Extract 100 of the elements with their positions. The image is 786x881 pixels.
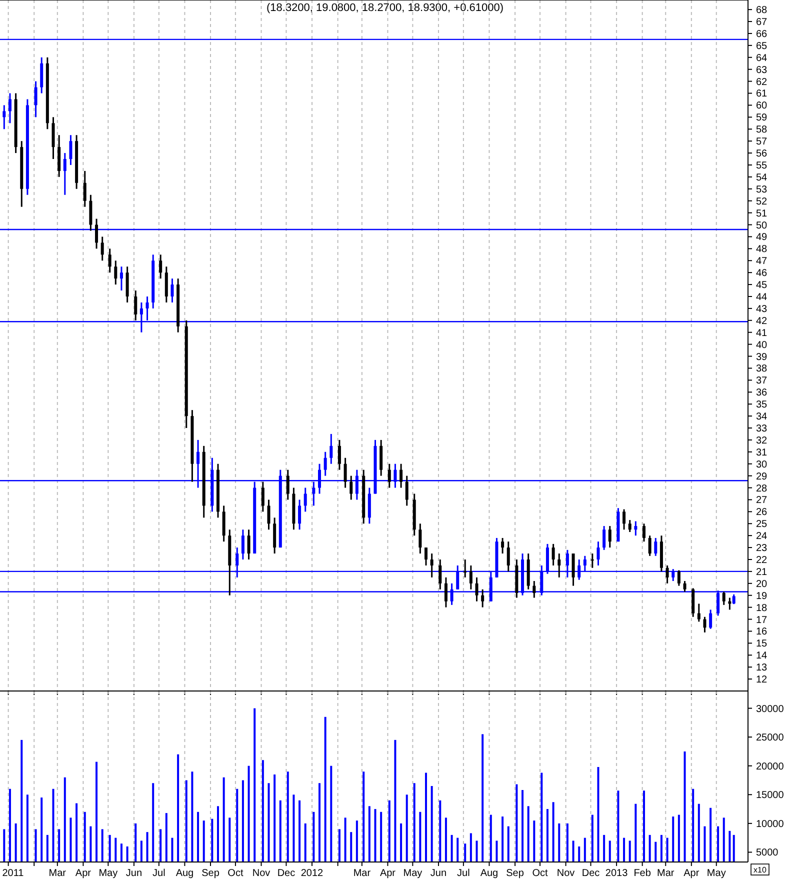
y-tick-label: 50 [756,220,768,232]
y-tick-label: 60 [756,100,768,112]
y-tick-label: 30000 [756,704,784,715]
candlestick [34,80,38,118]
x-tick-label: Dec [582,868,600,879]
candlestick [692,587,695,618]
candlestick [380,439,383,477]
candlestick [63,152,66,196]
y-tick-label: 53 [756,184,768,196]
candlestick [677,570,680,587]
y-tick-label: 19 [756,590,768,602]
x-tick-label: May [706,868,726,879]
y-tick-label: 10000 [756,818,784,830]
candlestick [418,522,422,554]
candlestick [344,457,347,489]
candlestick [58,134,61,178]
y-tick-label: 46 [756,268,768,280]
y-tick-label: 61 [756,88,768,100]
candlestick [628,519,632,533]
x-tick-label: Dec [277,868,296,879]
y-tick-label: 38 [756,364,768,375]
y-tick-label: 15000 [756,790,784,802]
y-tick-label: 20 [756,578,768,590]
candlestick [170,278,174,304]
y-tick-label: 51 [756,208,768,220]
candlestick [324,451,327,477]
candlestick [666,564,669,584]
y-tick-label: 62 [756,76,768,88]
y-tick-label: 30 [756,459,768,470]
y-tick-label: 67 [756,17,768,28]
y-tick-label: 65 [756,40,768,52]
candlestick [8,92,12,124]
y-tick-label: 40 [756,340,768,351]
candlestick [69,134,72,166]
candlestick [267,498,270,530]
candlestick [424,546,428,566]
y-tick-label: 58 [756,124,768,136]
y-tick-label: 39 [756,352,768,363]
y-tick-label: 42 [756,316,768,327]
y-tick-label: 35 [756,400,768,411]
x-tick-label: Jun [430,868,447,879]
candlestick [602,525,606,551]
x-tick-label: Nov [556,868,575,879]
x-tick-label: Oct [228,868,244,879]
candlestick [114,260,118,286]
x-tick-label: Aug [480,868,498,879]
y-tick-label: 31 [756,447,768,458]
x-tick-label: Feb [634,868,652,879]
candlestick [261,481,264,512]
y-tick-label: 20000 [756,761,784,772]
candlestick [286,469,290,500]
candlestick [464,558,467,578]
y-tick-label: 21 [756,566,768,578]
y-tick-label: 34 [756,412,768,423]
y-tick-label: 12 [756,674,768,686]
x-tick-label: 2011 [2,868,24,879]
candlestick [338,439,341,471]
candlestick [703,616,706,634]
candlestick [469,564,472,590]
candlestick [608,525,612,548]
y-tick-label: 55 [756,160,768,172]
y-tick-label: 56 [756,148,768,160]
candlestick [388,463,391,489]
candlestick [164,266,168,304]
candlestick [709,608,712,630]
y-tick-label: 18 [756,602,768,614]
y-tick-label: 63 [756,64,768,76]
candlestick [400,463,403,489]
x-tick-label: May [98,868,118,879]
y-tick-label: 17 [756,614,768,626]
y-tick-label: 26 [756,507,768,518]
candlestick [475,576,478,602]
candlestick [572,552,575,587]
candlestick [558,552,561,578]
y-tick-label: 24 [756,531,768,542]
candlestick [552,543,555,566]
candlestick [405,475,408,506]
y-tick-label: 22 [756,554,768,566]
candlestick [430,552,434,578]
candlestick [247,528,250,560]
candlestick [506,540,510,572]
candlestick [95,218,98,250]
candlestick [683,580,686,593]
x-tick-label: Sep [202,868,220,879]
candlestick [40,56,44,94]
y-tick-label: 27 [756,495,768,506]
y-tick-label: 64 [756,52,768,64]
y-tick-label: 59 [756,112,768,124]
candlestick [100,236,104,262]
candlestick [126,266,129,304]
y-tick-label: 28 [756,483,768,494]
candlestick [697,602,700,622]
x-tick-label: Mar [657,868,675,879]
y-tick-label: 45 [756,280,768,292]
candlestick [108,248,112,274]
y-tick-label: 36 [756,388,768,399]
candlestick [330,433,333,465]
y-tick-label: 48 [756,244,768,256]
candlestick [590,552,594,569]
y-tick-label: 44 [756,292,768,303]
